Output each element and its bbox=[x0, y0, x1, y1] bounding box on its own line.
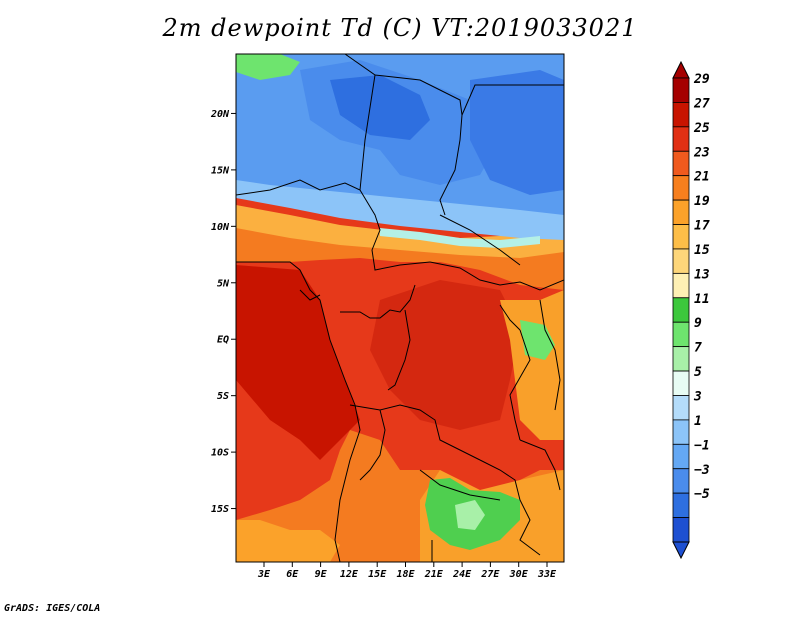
map-panel bbox=[236, 54, 564, 562]
colorbar-swatch bbox=[672, 321, 690, 348]
colorbar-level-label: 19 bbox=[694, 194, 710, 209]
lat-tick-label: EQ bbox=[217, 335, 229, 346]
colorbar-swatch bbox=[672, 370, 690, 396]
field-east-highland-green bbox=[520, 320, 555, 360]
lon-tick-label: 15E bbox=[368, 569, 387, 580]
colorbar-swatch bbox=[672, 248, 690, 274]
colorbar-swatch bbox=[672, 272, 690, 299]
longitude-axis: 3E 6E 9E 12E 15E 18E 21E 24E 27E 30E 33E bbox=[257, 562, 557, 580]
map-title: 2m dewpoint Td (C) VT:2019033021 bbox=[162, 14, 638, 42]
lon-tick-label: 27E bbox=[480, 569, 500, 580]
colorbar-level-label: 23 bbox=[693, 145, 710, 160]
lat-tick-label: 5N bbox=[217, 278, 230, 289]
colorbar: 29 27 25 23 21 19 17 15 13 11 9 7 5 3 1 −1 −3 −5 bbox=[672, 60, 710, 560]
colorbar-level-label: 7 bbox=[694, 341, 702, 356]
colorbar-swatch bbox=[672, 517, 690, 543]
field-sahel-green-speckle bbox=[236, 54, 300, 80]
colorbar-bottom-arrow bbox=[672, 541, 690, 560]
lat-tick-label: 5S bbox=[217, 391, 229, 402]
colorbar-level-label: 3 bbox=[693, 389, 702, 404]
lon-tick-label: 18E bbox=[396, 569, 415, 580]
colorbar-level-label: 25 bbox=[693, 121, 710, 136]
lat-tick-label: 10S bbox=[211, 448, 229, 459]
field-sahel-cyan-strip bbox=[380, 228, 540, 248]
colorbar-level-label: 15 bbox=[694, 243, 710, 258]
colorbar-swatch bbox=[672, 346, 690, 372]
colorbar-level-label: −1 bbox=[694, 438, 710, 453]
colorbar-swatch bbox=[672, 77, 690, 103]
colorbar-level-label: −5 bbox=[694, 487, 710, 502]
lon-tick-label: 30E bbox=[509, 569, 529, 580]
lon-tick-label: 6E bbox=[286, 569, 299, 580]
colorbar-swatch bbox=[672, 492, 690, 518]
lat-tick-label: 15N bbox=[211, 165, 230, 176]
lon-tick-label: 3E bbox=[257, 569, 271, 580]
latitude-axis: 20N 15N 10N 5N EQ 5S 10S 15S bbox=[210, 109, 236, 515]
country-borders bbox=[236, 54, 564, 562]
lon-tick-label: 9E bbox=[315, 569, 328, 580]
colorbar-swatch bbox=[672, 126, 690, 152]
grads-credit: GrADS: IGES/COLA bbox=[4, 603, 101, 614]
field-southwest-amber bbox=[236, 520, 340, 562]
colorbar-swatch bbox=[672, 199, 690, 225]
field-sahara-dark-blue bbox=[330, 75, 430, 140]
map-frame bbox=[235, 53, 565, 563]
lat-tick-label: 10N bbox=[211, 222, 230, 233]
colorbar-level-label: 29 bbox=[693, 72, 710, 87]
colorbar-level-label: 17 bbox=[694, 218, 710, 233]
field-west-deep-red bbox=[236, 265, 360, 460]
colorbar-swatch bbox=[672, 175, 690, 201]
colorbar-level-label: 13 bbox=[694, 267, 710, 282]
lon-tick-label: 33E bbox=[537, 569, 557, 580]
colorbar-swatch bbox=[672, 395, 690, 421]
colorbar-level-label: 9 bbox=[694, 316, 702, 331]
field-northeast-dark-blue bbox=[470, 70, 564, 195]
lat-tick-label: 15S bbox=[211, 504, 229, 515]
colorbar-swatch bbox=[672, 150, 690, 177]
colorbar-level-label: −3 bbox=[694, 463, 710, 478]
lon-tick-label: 12E bbox=[340, 569, 359, 580]
colorbar-top-arrow bbox=[672, 60, 690, 79]
colorbar-level-label: 27 bbox=[693, 96, 710, 111]
colorbar-swatch bbox=[672, 297, 690, 323]
colorbar-swatch bbox=[672, 419, 690, 445]
lon-tick-label: 21E bbox=[424, 569, 444, 580]
colorbar-level-label: 11 bbox=[694, 292, 710, 307]
colorbar-swatch bbox=[672, 468, 690, 494]
colorbar-level-label: 21 bbox=[693, 170, 710, 185]
colorbar-swatch bbox=[672, 224, 690, 250]
colorbar-level-label: 5 bbox=[694, 365, 702, 380]
colorbar-swatch bbox=[672, 102, 690, 128]
colorbar-level-label: 1 bbox=[694, 414, 702, 429]
lat-tick-label: 20N bbox=[210, 109, 230, 120]
field-interior-deep-red bbox=[370, 280, 520, 430]
lon-tick-label: 24E bbox=[452, 569, 472, 580]
colorbar-swatch bbox=[672, 443, 690, 470]
field-south-light-green bbox=[455, 500, 485, 530]
field-east-highland-amber bbox=[500, 290, 564, 440]
